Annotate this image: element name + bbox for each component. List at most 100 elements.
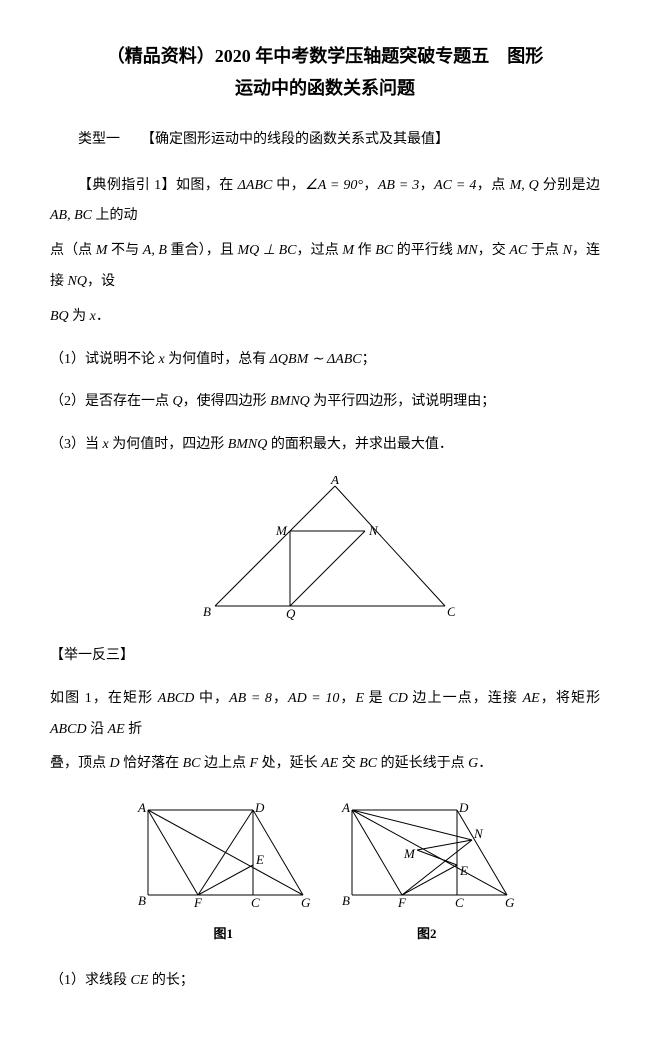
- t: （1）试说明不论: [50, 352, 159, 367]
- svg-text:M: M: [403, 846, 416, 861]
- t: 折: [125, 722, 143, 737]
- example-line2: 点（点 M 不与 A, B 重合），且 MQ ⊥ BC，过点 M 作 BC 的平…: [50, 236, 600, 298]
- p2-q1: （1）求线段 CE 的长；: [50, 966, 600, 997]
- type-label: 类型一 【确定图形运动中的线段的函数关系式及其最值】: [50, 125, 600, 156]
- t: 恰好落在: [120, 756, 183, 771]
- m: ΔQBM ∼ ΔABC: [270, 352, 362, 367]
- m: AE: [523, 691, 540, 706]
- t: 【举一反三】: [50, 648, 134, 663]
- m: CE: [131, 973, 149, 988]
- m: D: [110, 756, 120, 771]
- t: ，使得四边形: [183, 394, 271, 409]
- t: ，: [272, 691, 288, 706]
- t: 作: [354, 243, 375, 258]
- t: 点（点: [50, 243, 96, 258]
- t: ，过点: [296, 243, 342, 258]
- t: ，将矩形: [540, 691, 600, 706]
- svg-text:M: M: [275, 523, 288, 538]
- m: M: [342, 243, 354, 258]
- m: ABCD: [158, 691, 195, 706]
- t: （1）求线段: [50, 973, 131, 988]
- svg-text:G: G: [301, 895, 311, 910]
- t: （3）当: [50, 437, 103, 452]
- svg-text:E: E: [459, 863, 468, 878]
- svg-text:B: B: [138, 893, 146, 908]
- t: ，点: [476, 178, 509, 193]
- m: MQ ⊥ BC: [237, 243, 296, 258]
- page-title: （精品资料）2020 年中考数学压轴题突破专题五 图形 运动中的函数关系问题: [50, 40, 600, 105]
- svg-text:A: A: [341, 800, 350, 815]
- m: ∠A = 90°: [305, 178, 363, 193]
- m: E: [356, 691, 365, 706]
- t: 为何值时，总有: [165, 352, 270, 367]
- p2-line2: 叠，顶点 D 恰好落在 BC 边上点 F 处，延长 AE 交 BC 的延长线于点…: [50, 749, 600, 780]
- t: 中，: [272, 178, 305, 193]
- t: 的平行线: [393, 243, 456, 258]
- svg-text:D: D: [254, 800, 265, 815]
- type-label-text: 类型一 【确定图形运动中的线段的函数关系式及其最值】: [78, 132, 449, 147]
- m: AD = 10: [288, 691, 339, 706]
- fig1-label: 图1: [133, 920, 313, 949]
- t: 于点: [527, 243, 562, 258]
- m: AB = 8: [229, 691, 272, 706]
- svg-text:B: B: [342, 893, 350, 908]
- m: F: [250, 756, 259, 771]
- svg-text:N: N: [368, 523, 379, 538]
- svg-text:N: N: [473, 826, 484, 841]
- t: ，: [419, 178, 434, 193]
- t: ，交: [478, 243, 510, 258]
- t: 的延长线于点: [377, 756, 468, 771]
- m: G: [468, 756, 478, 771]
- practice-label: 【举一反三】: [50, 641, 600, 672]
- t: 的面积最大，并求出最大值．: [267, 437, 453, 452]
- t: ．: [478, 756, 492, 771]
- m: M, Q: [510, 178, 539, 193]
- m: NQ: [68, 274, 87, 289]
- m: ABCD: [50, 722, 87, 737]
- t: ；: [362, 352, 376, 367]
- svg-text:E: E: [255, 852, 264, 867]
- m: BMNQ: [270, 394, 310, 409]
- m: A, B: [143, 243, 167, 258]
- t: 为平行四边形，试说明理由；: [310, 394, 496, 409]
- m: CD: [388, 691, 407, 706]
- m: AB, BC: [50, 208, 92, 223]
- m: BQ: [50, 309, 69, 324]
- m: BC: [359, 756, 377, 771]
- m: BC: [183, 756, 201, 771]
- t: 如图 1，在矩形: [50, 691, 158, 706]
- svg-text:A: A: [330, 476, 339, 487]
- t: （2）是否存在一点: [50, 394, 173, 409]
- rect-diagram-2: ADBCFGEMN: [337, 795, 517, 920]
- svg-text:C: C: [251, 895, 260, 910]
- t: 处，延长: [258, 756, 321, 771]
- m: AC = 4: [434, 178, 476, 193]
- svg-text:B: B: [203, 604, 211, 619]
- svg-text:F: F: [193, 895, 203, 910]
- example-line3: BQ 为 x．: [50, 302, 600, 333]
- t: 边上一点，连接: [408, 691, 523, 706]
- m: BMNQ: [228, 437, 268, 452]
- m: AE: [321, 756, 338, 771]
- t: 分别是边: [539, 178, 600, 193]
- p2-line1: 如图 1，在矩形 ABCD 中，AB = 8，AD = 10，E 是 CD 边上…: [50, 684, 600, 746]
- m: AE: [108, 722, 125, 737]
- title-line2: 运动中的函数关系问题: [235, 78, 415, 98]
- m: Q: [173, 394, 183, 409]
- q2: （2）是否存在一点 Q，使得四边形 BMNQ 为平行四边形，试说明理由；: [50, 387, 600, 418]
- m: MN: [457, 243, 478, 258]
- t: 不与: [107, 243, 142, 258]
- svg-text:G: G: [505, 895, 515, 910]
- m: N: [563, 243, 572, 258]
- q3: （3）当 x 为何值时，四边形 BMNQ 的面积最大，并求出最大值．: [50, 430, 600, 461]
- svg-text:D: D: [458, 800, 469, 815]
- figure-1: ABCMNQ: [50, 476, 600, 626]
- t: 交: [338, 756, 359, 771]
- t: ．: [96, 309, 110, 324]
- triangle-diagram: ABCMNQ: [195, 476, 455, 626]
- svg-text:C: C: [447, 604, 455, 619]
- t: 上的动: [92, 208, 138, 223]
- t: 【典例指引 1】如图，在: [78, 178, 238, 193]
- rect-diagram-1: ADBCFGE: [133, 795, 313, 920]
- t: ，: [339, 691, 355, 706]
